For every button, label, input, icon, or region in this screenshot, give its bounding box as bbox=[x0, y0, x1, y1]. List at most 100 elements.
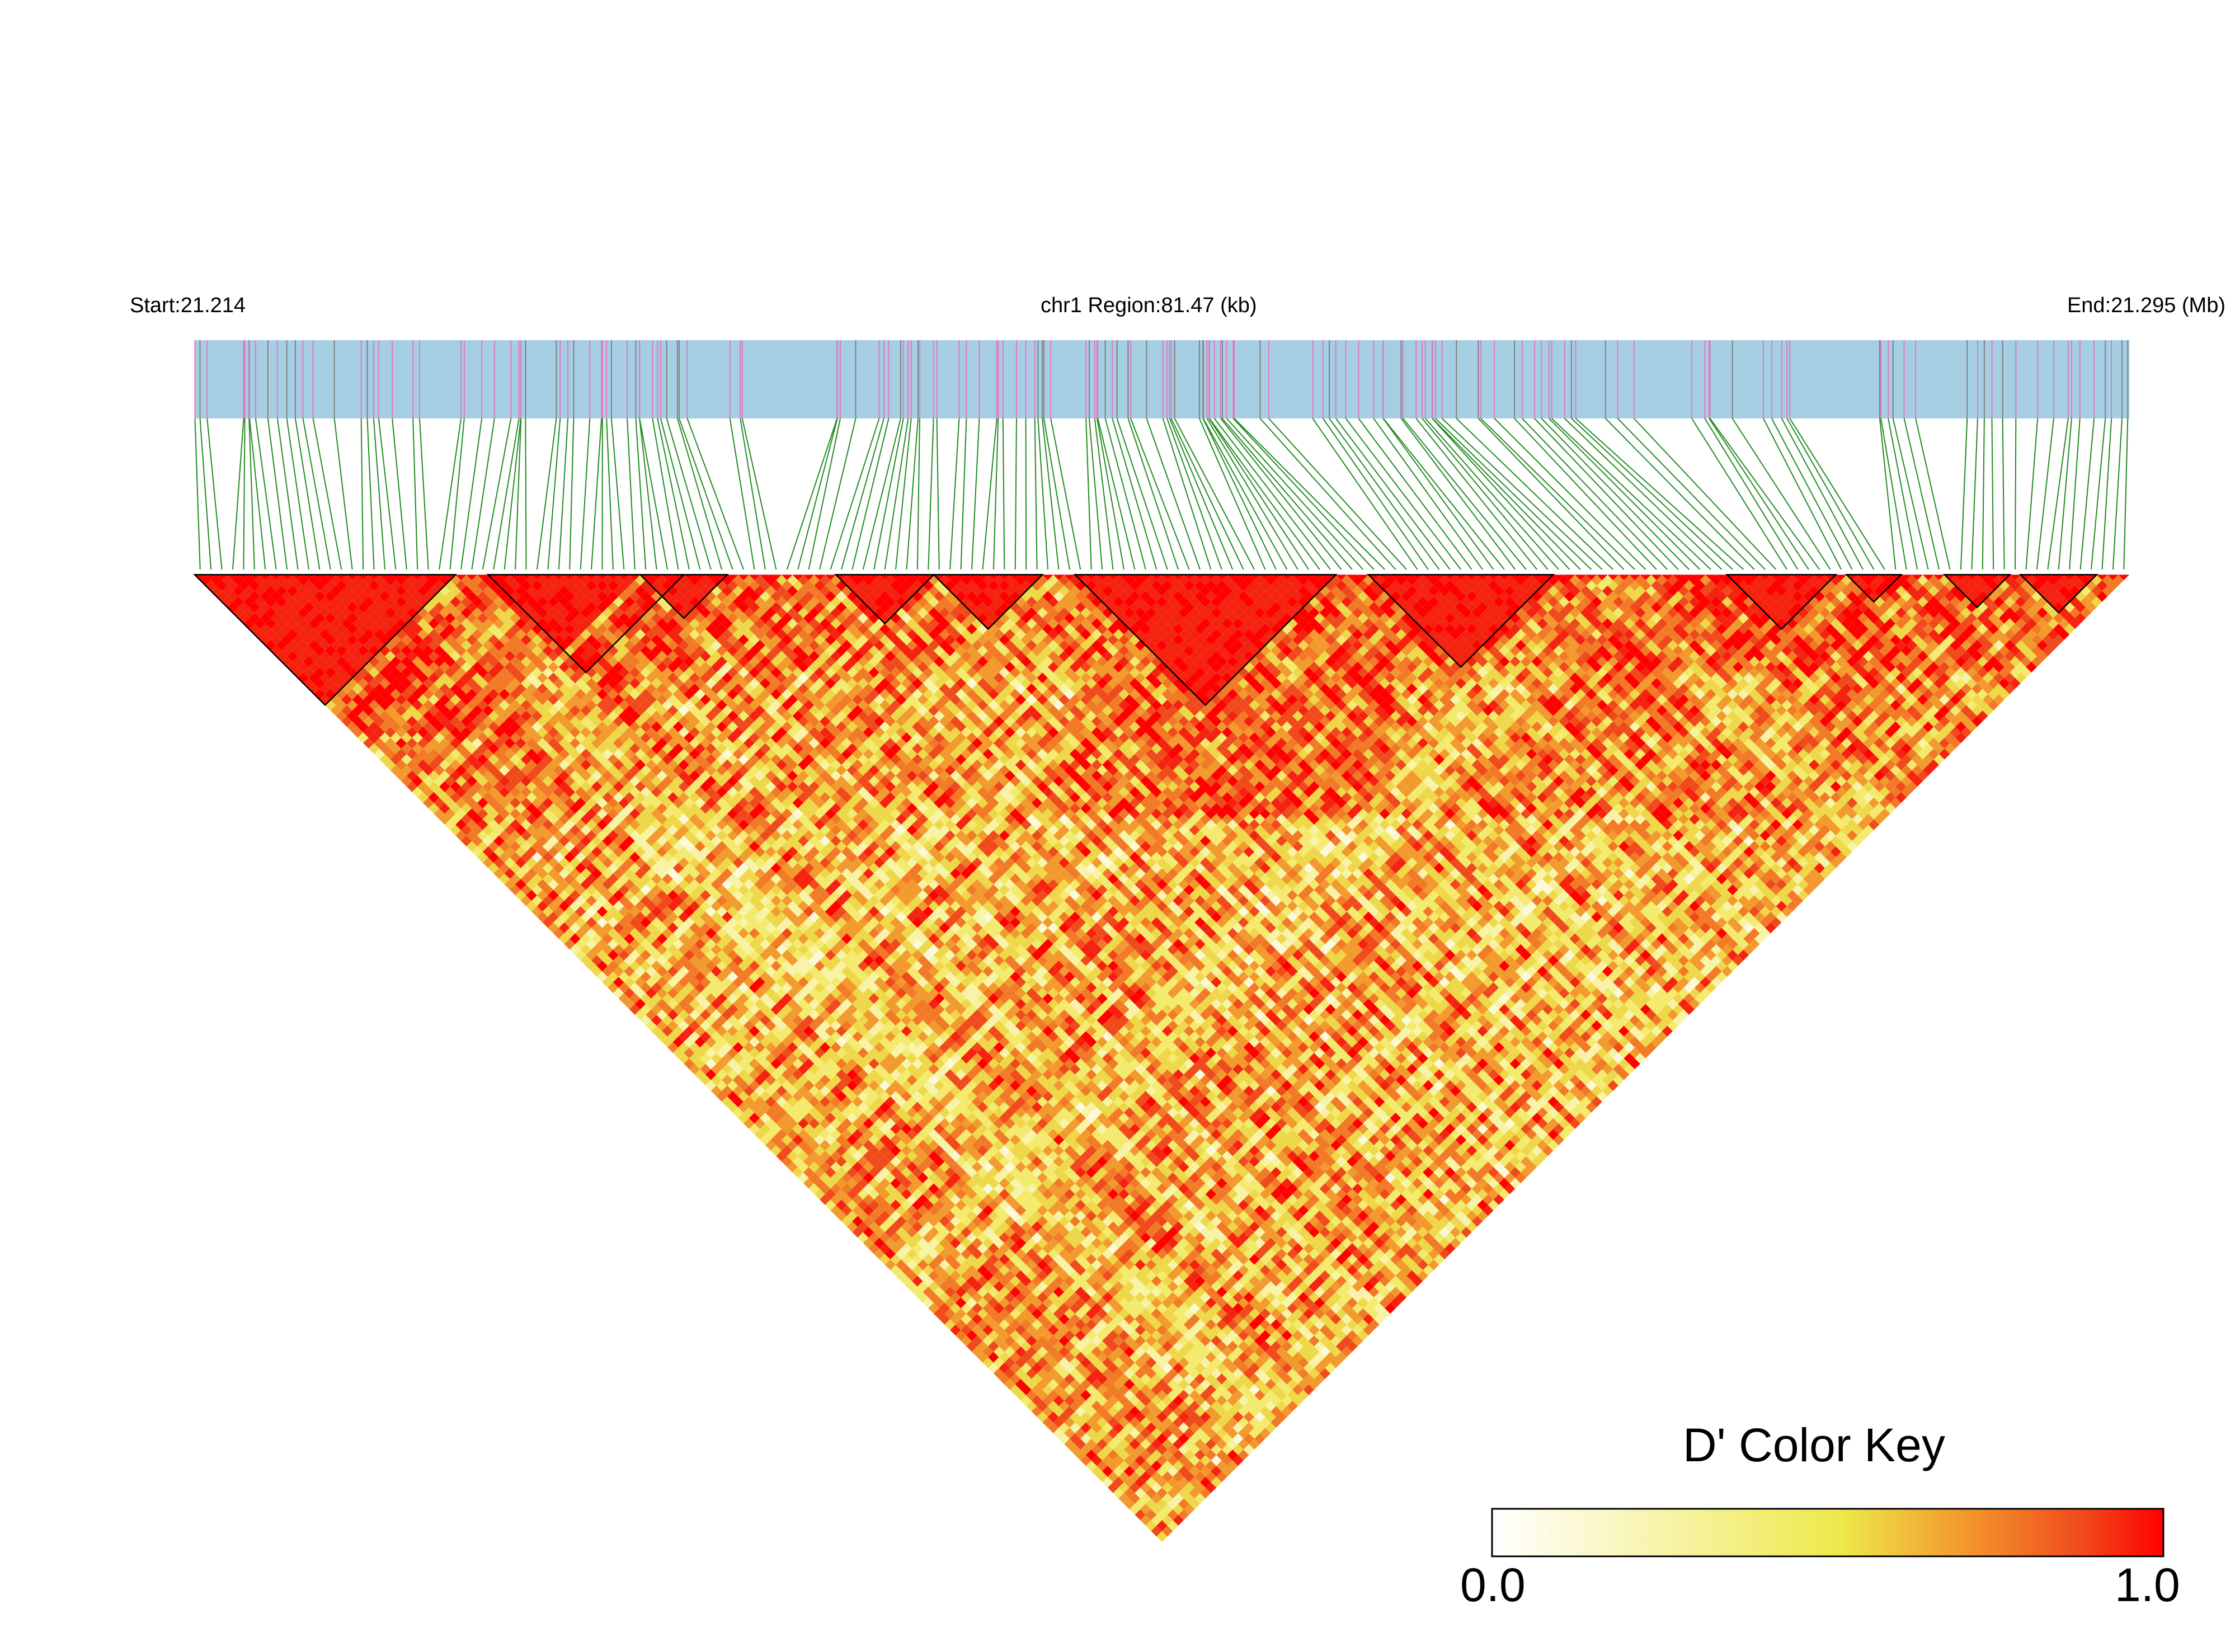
ld-cell bbox=[1145, 1498, 1157, 1510]
ld-cell bbox=[477, 841, 488, 852]
ld-cell bbox=[504, 868, 516, 879]
ld-cell bbox=[1140, 1482, 1151, 1493]
ld-cell bbox=[363, 639, 374, 651]
ld-cell bbox=[667, 1042, 679, 1053]
ld-cell bbox=[906, 1259, 917, 1270]
ld-cell bbox=[417, 770, 429, 782]
ld-cell bbox=[716, 1025, 727, 1037]
ld-cell bbox=[526, 825, 537, 836]
snp-connector bbox=[906, 418, 919, 570]
ld-cell bbox=[384, 727, 396, 738]
ld-cell bbox=[684, 971, 695, 982]
ld-cell bbox=[422, 797, 434, 808]
ld-cell bbox=[944, 1254, 956, 1265]
ld-cell bbox=[846, 1167, 858, 1178]
snp-connector bbox=[1226, 418, 1364, 570]
ld-cell bbox=[803, 1112, 815, 1124]
snp-connector bbox=[1432, 418, 1581, 570]
snp-connector bbox=[1960, 418, 1968, 570]
ld-cell bbox=[526, 803, 537, 814]
ld-cell bbox=[1064, 1438, 1075, 1450]
ld-cell bbox=[564, 841, 575, 852]
snp-connector bbox=[312, 418, 342, 570]
ld-cell bbox=[298, 651, 309, 662]
ld-cell bbox=[265, 618, 276, 629]
ld-cell bbox=[944, 1297, 956, 1309]
ld-cell bbox=[292, 645, 304, 656]
ld-cell bbox=[548, 911, 559, 923]
ld-cell bbox=[884, 1248, 896, 1260]
ld-cell bbox=[955, 1276, 967, 1287]
ld-cell bbox=[1020, 1319, 1032, 1330]
ld-cell bbox=[216, 580, 228, 591]
snp-connector bbox=[1971, 418, 1978, 570]
ld-cell bbox=[412, 710, 423, 722]
ld-cell bbox=[1004, 1292, 1015, 1303]
ld-cell bbox=[1037, 1324, 1048, 1336]
ld-cell bbox=[558, 922, 570, 934]
ld-cell bbox=[917, 1237, 929, 1249]
ld-cell bbox=[1004, 1357, 1015, 1368]
ld-cell bbox=[537, 846, 548, 858]
ld-cell bbox=[352, 716, 364, 727]
ld-cell bbox=[808, 1150, 820, 1162]
ld-cell bbox=[548, 889, 559, 901]
ld-cell bbox=[384, 694, 396, 705]
ld-cell bbox=[1086, 1384, 1097, 1396]
snp-connector bbox=[1991, 418, 1994, 570]
snp-connector bbox=[1982, 418, 1985, 570]
ld-cell bbox=[1042, 1362, 1053, 1374]
ld-cell bbox=[575, 873, 586, 884]
ld-cell bbox=[341, 618, 352, 629]
ld-cell bbox=[770, 1080, 782, 1091]
snp-connectors bbox=[194, 418, 2129, 570]
snp-connector bbox=[591, 418, 603, 570]
snp-connector bbox=[1268, 418, 1407, 570]
ld-cell bbox=[330, 661, 342, 673]
snp-connector bbox=[1043, 418, 1070, 570]
ld-cell bbox=[1091, 1411, 1103, 1423]
ld-cell bbox=[830, 1205, 841, 1216]
ld-cell bbox=[542, 873, 554, 884]
snp-connector bbox=[1373, 418, 1483, 570]
ld-cell bbox=[776, 1107, 787, 1118]
ld-cell bbox=[444, 808, 456, 820]
ld-cell bbox=[368, 721, 380, 732]
ld-cell bbox=[510, 787, 521, 798]
ld-cell bbox=[722, 1009, 733, 1020]
ld-cell bbox=[890, 1254, 901, 1265]
snp-connector bbox=[657, 418, 690, 570]
ld-cell bbox=[238, 580, 250, 591]
ld-cell bbox=[890, 1221, 901, 1232]
ld-cell bbox=[662, 971, 673, 982]
ld-cell bbox=[1124, 1466, 1135, 1477]
ld-cell bbox=[1091, 1455, 1103, 1466]
snp-connector bbox=[515, 418, 522, 570]
ld-cell bbox=[651, 1015, 662, 1026]
ld-cell bbox=[999, 1340, 1010, 1352]
ld-cell bbox=[417, 705, 429, 716]
ld-cell bbox=[934, 1264, 945, 1276]
ld-cell bbox=[917, 1259, 929, 1270]
ld-cell bbox=[1091, 1433, 1103, 1444]
ld-cell bbox=[646, 944, 657, 956]
ld-cell bbox=[1004, 1335, 1015, 1347]
ld-cell bbox=[493, 781, 505, 792]
ld-cell bbox=[624, 944, 635, 956]
ld-cell bbox=[1107, 1449, 1119, 1461]
ld-cell bbox=[846, 1178, 858, 1189]
ld-cell bbox=[232, 575, 244, 586]
ld-cell bbox=[325, 667, 336, 678]
ld-cell bbox=[928, 1248, 939, 1260]
ld-cell bbox=[477, 819, 488, 830]
ld-cell bbox=[896, 1248, 907, 1260]
ld-cell bbox=[417, 694, 429, 705]
ld-cell bbox=[808, 1129, 820, 1140]
ld-cell bbox=[727, 1025, 738, 1037]
ld-cell bbox=[651, 939, 662, 950]
ld-cell bbox=[444, 721, 456, 732]
ld-cell bbox=[934, 1232, 945, 1244]
ld-cell bbox=[477, 754, 488, 765]
ld-cell bbox=[1048, 1411, 1059, 1423]
